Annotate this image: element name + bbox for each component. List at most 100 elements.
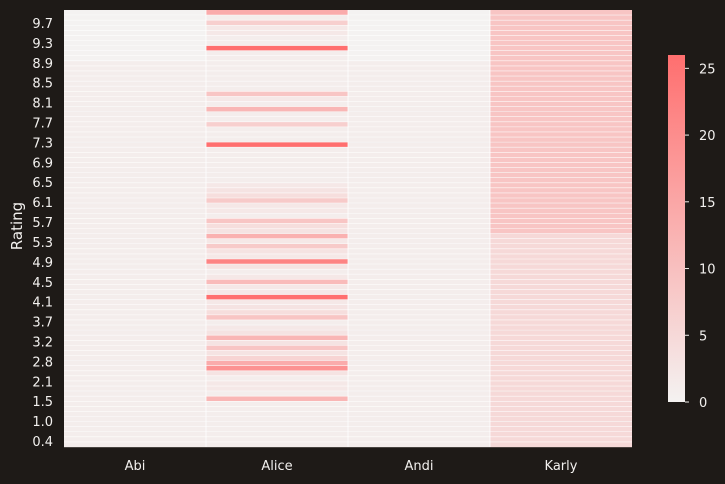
heatmap-cell xyxy=(206,243,348,250)
heatmap-cell xyxy=(206,264,348,270)
heatmap-cell xyxy=(490,152,632,158)
heatmap-cell xyxy=(206,228,348,234)
heatmap-cell xyxy=(64,10,206,16)
heatmap-cell xyxy=(348,101,490,107)
heatmap-cell xyxy=(490,264,632,270)
x-tick-label: Karly xyxy=(545,459,578,474)
heatmap-cell xyxy=(490,25,632,31)
heatmap-cell xyxy=(490,162,632,168)
y-tick-label: 6.5 xyxy=(32,176,53,191)
heatmap-cell xyxy=(348,391,490,397)
heatmap-cell xyxy=(490,45,632,51)
heatmap-cell xyxy=(206,116,348,122)
heatmap-cell xyxy=(490,380,632,387)
heatmap-cell xyxy=(64,147,206,153)
heatmap-cell xyxy=(64,40,206,46)
heatmap-cell xyxy=(64,441,206,448)
heatmap-cell xyxy=(490,386,632,392)
heatmap-cell xyxy=(348,248,490,255)
heatmap-cell xyxy=(206,91,348,97)
heatmap-cell xyxy=(490,319,632,326)
heatmap-cell xyxy=(64,81,206,87)
heatmap-cell xyxy=(64,20,206,26)
heatmap-cell xyxy=(206,426,348,432)
heatmap-cell xyxy=(348,60,490,67)
heatmap-cell xyxy=(348,203,490,209)
heatmap-cell xyxy=(348,340,490,346)
heatmap-cell xyxy=(490,187,632,194)
heatmap-cell xyxy=(490,436,632,443)
heatmap-cell xyxy=(64,269,206,275)
y-tick-label: 5.7 xyxy=(32,216,53,231)
heatmap-cell xyxy=(206,416,348,422)
heatmap-cell xyxy=(348,15,490,21)
heatmap-cell xyxy=(64,198,206,204)
y-tick-label: 0.4 xyxy=(32,435,53,450)
heatmap-cell xyxy=(490,203,632,209)
colorbar-tick-label: 0 xyxy=(699,396,707,411)
heatmap-cell xyxy=(206,335,348,341)
heatmap-cell xyxy=(206,81,348,87)
heatmap-cell xyxy=(490,284,632,290)
heatmap-cell xyxy=(348,289,490,295)
heatmap-cell xyxy=(490,289,632,295)
heatmap-cell xyxy=(64,411,206,417)
heatmap-cell xyxy=(206,431,348,438)
heatmap-cell xyxy=(206,162,348,168)
heatmap-cell xyxy=(206,294,348,300)
y-tick-labels: 9.7 9.3 8.9 8.5 8.1 7.7 7.3 6.9 6.5 6.1 5.7 5.3 4.9 4… xyxy=(32,17,53,450)
heatmap-cell xyxy=(64,248,206,255)
heatmap-cell xyxy=(64,203,206,209)
heatmap-cell xyxy=(348,274,490,280)
heatmap-cell xyxy=(64,35,206,41)
heatmap-cell xyxy=(348,253,490,260)
heatmap-cell xyxy=(490,182,632,189)
heatmap-cell xyxy=(64,137,206,143)
heatmap-cell xyxy=(348,441,490,448)
heatmap-cell xyxy=(490,330,632,336)
heatmap-cell xyxy=(64,233,206,239)
heatmap-cell xyxy=(490,76,632,82)
heatmap-cell xyxy=(348,426,490,432)
heatmap-cell xyxy=(206,345,348,351)
heatmap-cell xyxy=(490,299,632,305)
heatmap-cell xyxy=(490,111,632,117)
heatmap-cell xyxy=(64,65,206,72)
heatmap-cell xyxy=(490,396,632,402)
heatmap-cell xyxy=(348,167,490,173)
heatmap-cell xyxy=(490,243,632,250)
heatmap-cell xyxy=(490,314,632,321)
heatmap-cell xyxy=(206,76,348,82)
heatmap-cell xyxy=(64,121,206,128)
heatmap-cell xyxy=(206,396,348,402)
heatmap-cell xyxy=(206,25,348,31)
heatmap-cell xyxy=(348,335,490,341)
heatmap-cell xyxy=(348,233,490,239)
heatmap-cell xyxy=(348,152,490,158)
heatmap-cell xyxy=(490,253,632,260)
heatmap-cell xyxy=(64,50,206,56)
heatmap-cell xyxy=(206,208,348,214)
heatmap-cell xyxy=(64,294,206,300)
heatmap-cell xyxy=(490,131,632,138)
heatmap-cell xyxy=(348,279,490,285)
heatmap-cell xyxy=(64,116,206,122)
heatmap-cell xyxy=(348,45,490,51)
heatmap-cell xyxy=(490,167,632,173)
heatmap-cell xyxy=(490,269,632,275)
heatmap-cell xyxy=(206,375,348,382)
y-tick-label: 2.8 xyxy=(32,355,53,370)
heatmap-cell xyxy=(206,340,348,346)
heatmap-cell xyxy=(490,86,632,92)
heatmap-cell xyxy=(206,106,348,112)
heatmap-cell xyxy=(490,335,632,341)
heatmap-cell xyxy=(206,314,348,321)
heatmap-cell xyxy=(490,340,632,346)
y-tick-label: 7.3 xyxy=(32,136,53,151)
heatmap-cell xyxy=(206,192,348,199)
y-tick-label: 6.9 xyxy=(32,156,53,171)
heatmap-cell xyxy=(64,355,206,361)
heatmap-cell xyxy=(490,142,632,148)
heatmap-cell xyxy=(348,401,490,407)
y-tick-label: 4.5 xyxy=(32,276,53,291)
